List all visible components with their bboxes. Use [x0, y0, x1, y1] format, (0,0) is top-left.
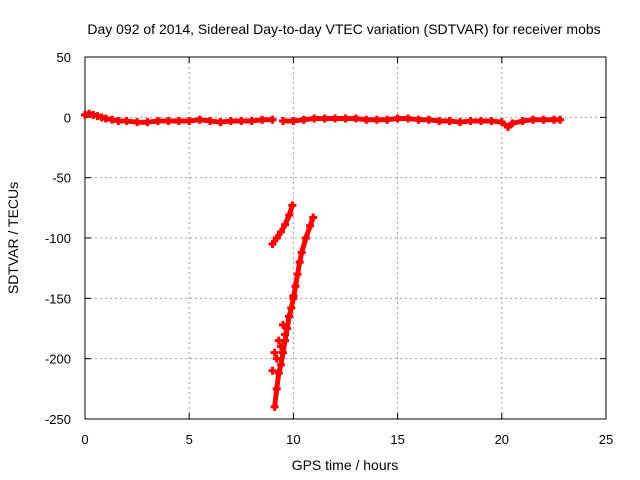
data-point: [174, 116, 183, 125]
data-point: [270, 402, 279, 411]
data-point: [320, 114, 329, 123]
data-point: [299, 115, 308, 124]
data-point: [362, 115, 371, 124]
data-point: [143, 118, 152, 127]
grid: [85, 57, 606, 419]
data-point: [153, 116, 162, 125]
x-tick-label: 5: [186, 432, 193, 447]
data-point: [456, 118, 465, 127]
data-point: [133, 118, 142, 127]
data-point: [278, 320, 287, 329]
series-baseline-part-2: [278, 114, 565, 131]
y-tick-label: 50: [57, 50, 71, 65]
x-tick-label: 15: [390, 432, 404, 447]
data-point: [487, 116, 496, 125]
data-point: [278, 116, 287, 125]
data-point: [295, 258, 304, 267]
x-tick-label: 0: [81, 432, 88, 447]
y-tick-label: -200: [45, 352, 71, 367]
x-tick-label: 20: [495, 432, 509, 447]
data-point: [274, 369, 283, 378]
data-point: [195, 115, 204, 124]
data-point: [276, 227, 285, 236]
data-point: [185, 116, 194, 125]
data-point: [414, 115, 423, 124]
data-point: [306, 221, 315, 230]
x-tick-label: 25: [599, 432, 613, 447]
data-point: [237, 116, 246, 125]
data-point: [268, 240, 277, 249]
data-point: [310, 114, 319, 123]
tick-labels: 0 5 10 15 20 25 50 0 -50 -100 -150 -200 -250: [45, 50, 613, 447]
data-point: [278, 348, 287, 357]
data-point: [331, 114, 340, 123]
data-point: [276, 360, 285, 369]
data-point: [289, 291, 298, 300]
data-point: [270, 348, 279, 357]
series-arc-1: [268, 201, 297, 249]
data-point: [508, 119, 517, 128]
data-point: [497, 118, 506, 127]
series-arc-2: [270, 213, 318, 411]
data-point: [435, 116, 444, 125]
series-trace: [272, 215, 316, 410]
data-point: [404, 114, 413, 123]
data-point: [424, 115, 433, 124]
data-point: [164, 116, 173, 125]
data-point: [276, 342, 285, 351]
data-point: [518, 116, 527, 125]
series-baseline-part-1: [81, 109, 277, 127]
data-point: [556, 115, 565, 124]
data-point: [268, 366, 277, 375]
data-point: [274, 336, 283, 345]
data-point: [309, 213, 318, 222]
data-point: [114, 116, 123, 125]
data-point: [289, 116, 298, 125]
data-point: [445, 116, 454, 125]
data-point: [529, 115, 538, 124]
x-axis-title: GPS time / hours: [292, 457, 399, 473]
data-points: [81, 109, 565, 411]
data-point: [476, 116, 485, 125]
data-point: [293, 270, 302, 279]
data-point: [288, 201, 297, 210]
y-axis-title: SDTVAR / TECUs: [5, 182, 21, 294]
data-point: [393, 114, 402, 123]
data-point: [281, 220, 290, 229]
y-tick-label: -250: [45, 412, 71, 427]
data-point: [372, 115, 381, 124]
x-tick-label: 10: [286, 432, 300, 447]
data-point: [272, 234, 281, 242]
data-point: [281, 330, 290, 339]
data-point: [287, 303, 296, 312]
data-point: [301, 234, 310, 242]
data-point: [383, 115, 392, 124]
data-point: [247, 116, 256, 125]
y-tick-label: -100: [45, 231, 71, 246]
data-point: [206, 116, 215, 125]
data-point: [283, 324, 292, 333]
data-point: [216, 118, 225, 127]
data-point: [122, 116, 131, 125]
data-point: [539, 115, 548, 124]
data-point: [466, 116, 475, 125]
data-point: [272, 384, 281, 393]
y-tick-label: -150: [45, 291, 71, 306]
data-point: [291, 282, 300, 291]
data-point: [351, 114, 360, 123]
y-tick-label: -50: [52, 171, 71, 186]
data-point: [285, 211, 294, 220]
data-point: [504, 122, 513, 131]
data-point: [272, 354, 281, 363]
chart-title: Day 092 of 2014, Sidereal Day-to-day VTE…: [87, 21, 600, 37]
series-arc-2-scatter: [268, 291, 298, 375]
data-point: [297, 248, 306, 257]
data-point: [226, 116, 235, 125]
data-point: [268, 115, 277, 124]
data-point: [285, 312, 294, 321]
y-tick-label: 0: [64, 110, 71, 125]
data-point: [258, 115, 267, 124]
data-point: [341, 114, 350, 123]
